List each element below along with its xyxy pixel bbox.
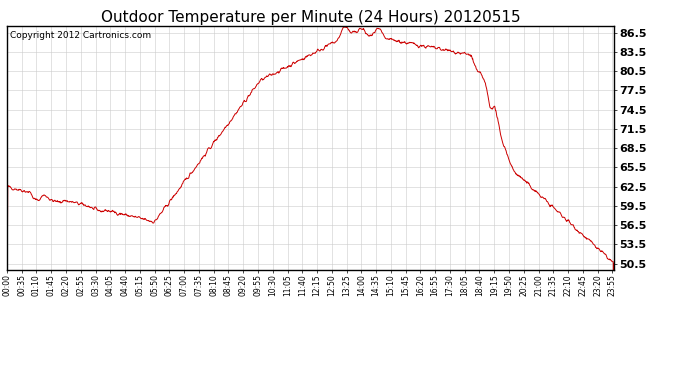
Text: Copyright 2012 Cartronics.com: Copyright 2012 Cartronics.com xyxy=(10,31,151,40)
Title: Outdoor Temperature per Minute (24 Hours) 20120515: Outdoor Temperature per Minute (24 Hours… xyxy=(101,10,520,25)
